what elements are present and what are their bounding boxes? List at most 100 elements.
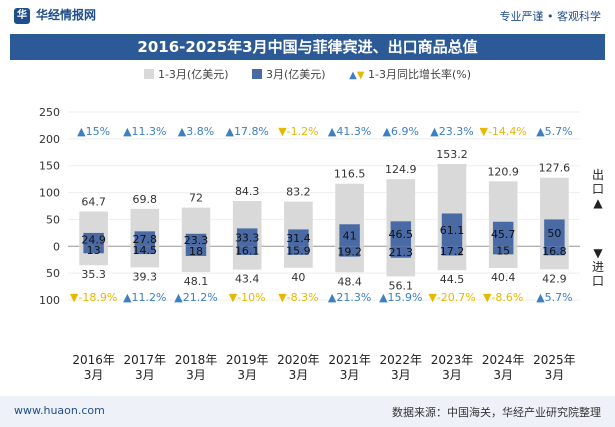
export-cumulative-label: 83.2 xyxy=(286,186,311,199)
export-growth-label: ▲3.8% xyxy=(178,125,214,138)
export-growth-label: ▲11.3% xyxy=(123,125,166,138)
import-cumulative-label: 40 xyxy=(291,271,305,284)
y-tick-label: 100 xyxy=(39,187,60,200)
export-month-label: 33.3 xyxy=(235,231,260,244)
x-tick-label-year: 2016年 xyxy=(72,353,115,367)
import-month-label: 17.2 xyxy=(440,245,465,258)
legend-swatch-cumulative xyxy=(143,69,154,79)
legend: 1-3月(亿美元) 3月(亿美元) ▲▼ 1-3月同比增长率(%) xyxy=(0,66,615,82)
x-tick-label-month: 3月 xyxy=(289,368,309,382)
import-growth-label: ▲21.2% xyxy=(174,291,217,304)
legend-label-growth: 1-3月同比增长率(%) xyxy=(368,68,472,81)
legend-item-growth: ▲▼ 1-3月同比增长率(%) xyxy=(349,66,471,82)
import-label-text: 进口 xyxy=(591,260,604,288)
import-growth-label: ▼-8.6% xyxy=(483,291,523,304)
export-side-label: 出口 ▲ xyxy=(590,168,606,210)
import-month-label: 19.2 xyxy=(337,245,362,258)
import-month-label: 21.3 xyxy=(389,246,414,259)
x-tick-label-month: 3月 xyxy=(545,368,565,382)
legend-label-month: 3月(亿美元) xyxy=(266,68,326,81)
import-month-bar xyxy=(185,246,207,256)
import-month-bar xyxy=(236,246,258,255)
export-month-label: 61.1 xyxy=(440,224,465,237)
import-month-label: 16.1 xyxy=(235,245,260,258)
export-growth-label: ▼-1.2% xyxy=(278,125,318,138)
import-month-label: 15.9 xyxy=(286,245,311,258)
x-tick-label-year: 2021年 xyxy=(328,353,371,367)
legend-label-cumulative: 1-3月(亿美元) xyxy=(157,68,229,81)
import-month-label: 16.8 xyxy=(542,245,567,258)
import-side-label: ▼ 进口 xyxy=(590,246,606,288)
export-cumulative-label: 120.9 xyxy=(487,165,519,178)
import-month-bar xyxy=(134,246,156,255)
import-growth-label: ▲5.7% xyxy=(536,291,572,304)
triangle-up-icon: ▲ xyxy=(593,196,603,210)
import-cumulative-label: 40.4 xyxy=(491,271,516,284)
export-growth-label: ▲23.3% xyxy=(430,125,473,138)
import-month-bar xyxy=(83,246,104,254)
export-growth-label: ▼-14.4% xyxy=(480,125,527,138)
x-tick-label-month: 3月 xyxy=(84,368,104,382)
y-axis: 250 200 150 100 50 0 50 100 xyxy=(39,106,60,307)
y-tick-label: 50 xyxy=(46,267,60,280)
export-cumulative-label: 127.6 xyxy=(539,162,571,175)
import-growth-label: ▲21.3% xyxy=(328,291,371,304)
data-source: 数据来源：中国海关，华经产业研究院整理 xyxy=(392,406,601,419)
triangle-down-icon: ▼ xyxy=(356,70,365,81)
export-growth-label: ▲41.3% xyxy=(328,125,371,138)
footer: www.huaon.com 数据来源：中国海关，华经产业研究院整理 xyxy=(0,396,615,427)
import-cumulative-label: 48.4 xyxy=(337,275,362,288)
x-tick-label-month: 3月 xyxy=(186,368,206,382)
brand-name: 华经情报网 xyxy=(36,8,97,22)
export-cumulative-label: 116.5 xyxy=(334,168,366,181)
legend-item-month: 3月(亿美元) xyxy=(252,66,326,82)
export-label-text: 出口 xyxy=(591,168,604,196)
export-month-bar xyxy=(288,229,309,247)
y-tick-label: 0 xyxy=(53,240,60,253)
export-month-bar xyxy=(83,232,104,247)
top-bar: 华华经情报网 专业严谨 • 客观科学 xyxy=(0,0,615,28)
export-growth-label: ▲5.7% xyxy=(536,125,572,138)
export-growth-label: ▲6.9% xyxy=(383,125,419,138)
import-growth-label: ▲11.2% xyxy=(123,291,166,304)
export-month-bar xyxy=(339,224,360,247)
x-axis: 2016年3月2017年3月2018年3月2019年3月2020年3月2021年… xyxy=(72,353,575,382)
export-month-label: 24.9 xyxy=(81,234,106,247)
import-growth-label: ▼-8.3% xyxy=(278,291,318,304)
import-month-bar xyxy=(339,246,360,257)
y-tick-label: 50 xyxy=(46,213,60,226)
x-tick-label-year: 2018年 xyxy=(175,353,218,367)
import-growth-label: ▼-20.7% xyxy=(428,291,475,304)
brand: 华华经情报网 xyxy=(14,6,96,24)
import-month-bar xyxy=(390,246,412,258)
import-cumulative-label: 56.1 xyxy=(389,279,414,292)
import-cumulative-label: 48.1 xyxy=(184,275,209,288)
x-tick-label-month: 3月 xyxy=(493,368,513,382)
import-month-bar xyxy=(288,246,309,255)
legend-item-cumulative: 1-3月(亿美元) xyxy=(143,66,229,82)
import-month-bar xyxy=(492,246,514,255)
import-growth-label: ▲15.9% xyxy=(379,291,422,304)
export-month-label: 45.7 xyxy=(491,228,516,241)
bars xyxy=(79,163,569,277)
triangle-down-icon: ▼ xyxy=(593,246,603,260)
export-month-label: 27.8 xyxy=(133,233,158,246)
export-growth-label: ▲17.8% xyxy=(225,125,268,138)
import-cumulative-label: 35.3 xyxy=(81,268,106,281)
legend-swatch-month xyxy=(252,69,263,79)
export-month-bar xyxy=(441,213,463,247)
export-cumulative-label: 69.8 xyxy=(133,193,158,206)
import-month-label: 14.5 xyxy=(133,244,158,257)
import-month-bar xyxy=(441,246,463,256)
export-growth-label: ▲15% xyxy=(77,125,110,138)
y-tick-label: 150 xyxy=(39,160,60,173)
import-month-bar xyxy=(544,246,565,256)
export-month-bar xyxy=(236,228,258,247)
x-tick-label-year: 2019年 xyxy=(226,353,269,367)
x-tick-label-year: 2020年 xyxy=(277,353,320,367)
import-month-label: 15 xyxy=(496,244,510,257)
export-cumulative-label: 72 xyxy=(189,192,203,205)
chart-area: 250 200 150 100 50 0 50 100 64.7 35.3 24.913 ▲15% ▼… xyxy=(39,106,580,382)
website-link[interactable]: www.huaon.com xyxy=(14,404,105,417)
export-month-label: 31.4 xyxy=(286,232,311,245)
